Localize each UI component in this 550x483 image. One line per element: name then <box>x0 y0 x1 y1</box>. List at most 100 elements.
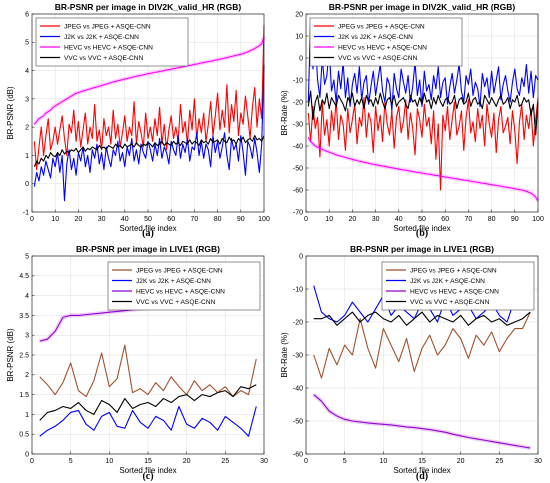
series-line-j2k-vs-j2k-asqe-cnn <box>33 64 265 202</box>
series-line-vvc-vs-vvc-asqe-cnn <box>39 384 257 421</box>
x-tick-label: 90 <box>237 216 245 223</box>
series-halo-hevc-vs-hevc-asqe-cnn <box>306 136 540 203</box>
legend-entry: VVC vs VVC + ASQE-CNN <box>64 55 144 62</box>
x-axis-label: Sorted file index <box>393 224 450 233</box>
y-tick-label: -10 <box>293 77 303 84</box>
legend-entry: J2K vs J2K + ASQE-CNN <box>64 34 139 41</box>
chart-panel-d: 0 5 10 15 20 25 30 -60 -50 -40 -30 -20 -10 0 BR-PSNR p… <box>280 244 542 482</box>
y-tick-label: -50 <box>293 165 303 172</box>
legend-entry: HEVC vs HEVC + ASQE-CNN <box>136 288 225 295</box>
x-tick-label: 30 <box>372 216 380 223</box>
x-tick-label: 60 <box>441 216 449 223</box>
y-tick-label: -40 <box>293 143 303 150</box>
panel-caption: (b) <box>416 228 428 239</box>
chart-panel-c: 0 5 10 15 20 25 30 0 0.5 1 1.5 2 2.5 3 3.5 4 4.5 5 BR-PSNR… <box>6 244 268 482</box>
y-tick-label: -10 <box>293 286 303 293</box>
y-tick-label: -1 <box>23 209 29 216</box>
x-tick-label: 60 <box>167 216 175 223</box>
legend-entry: J2K vs J2K + ASQE-CNN <box>338 34 413 41</box>
legend-entry: J2K vs J2K + ASQE-CNN <box>410 278 485 285</box>
x-tick-label: 20 <box>75 216 83 223</box>
series-line-vvc-vs-vvc-asqe-cnn <box>33 135 265 167</box>
y-tick-label: 20 <box>295 11 303 18</box>
chart-panel-b: 0 10 20 30 40 50 60 70 80 90 100-70-60-50-40-30-20… <box>280 2 544 239</box>
legend-box <box>381 261 535 311</box>
y-tick-label: 3 <box>25 333 29 340</box>
y-tick-label: 6 <box>25 11 29 18</box>
x-tick-label: 0 <box>304 458 308 465</box>
y-tick-label: 1.5 <box>19 392 29 399</box>
y-tick-label: 2 <box>25 372 29 379</box>
x-tick-label: 70 <box>465 216 473 223</box>
legend-entry: JPEG vs JPEG + ASQE-CNN <box>136 267 223 274</box>
x-tick-label: 30 <box>534 458 542 465</box>
series-line-hevc-vs-hevc-asqe-cnn <box>313 394 531 449</box>
legend-entry: J2K vs J2K + ASQE-CNN <box>136 278 211 285</box>
y-tick-label: 0 <box>299 253 303 260</box>
series-line-j2k-vs-j2k-asqe-cnn <box>39 405 257 437</box>
legend-box <box>35 17 189 67</box>
series-line-jpeg-vs-jpeg-asqe-cnn <box>313 311 531 379</box>
x-tick-label: 10 <box>51 216 59 223</box>
series-line-jpeg-vs-jpeg-asqe-cnn <box>307 97 539 191</box>
x-tick-label: 50 <box>418 216 426 223</box>
chart-title: BR-PSNR per image in DIV2K_valid_HR (RGB… <box>329 2 516 12</box>
chart-title: BR-PSNR per image in DIV2K_valid_HR (RGB… <box>55 2 242 12</box>
x-tick-label: 70 <box>191 216 199 223</box>
x-tick-label: 15 <box>144 458 152 465</box>
legend: JPEG vs JPEG + ASQE-CNN J2K vs J2K + ASQE… <box>107 261 261 311</box>
x-tick-label: 5 <box>69 458 73 465</box>
y-tick-label: -60 <box>293 187 303 194</box>
x-tick-label: 100 <box>258 216 270 223</box>
y-tick-label: -40 <box>293 385 303 392</box>
y-tick-label: 0 <box>299 55 303 62</box>
x-tick-label: 0 <box>30 216 34 223</box>
y-tick-label: 0.5 <box>19 432 29 439</box>
x-tick-label: 5 <box>343 458 347 465</box>
y-axis-label: BR-PSNR (dB) <box>6 86 15 140</box>
x-tick-label: 25 <box>495 458 503 465</box>
y-axis-label: BR-PSNR (dB) <box>6 328 15 382</box>
legend-entry: JPEG vs JPEG + ASQE-CNN <box>338 23 425 30</box>
y-tick-label: 0 <box>25 181 29 188</box>
x-tick-label: 80 <box>488 216 496 223</box>
panel-caption: (d) <box>416 471 428 482</box>
x-tick-label: 40 <box>121 216 129 223</box>
legend: JPEG vs JPEG + ASQE-CNN J2K vs J2K + ASQE… <box>35 17 189 67</box>
y-tick-label: -20 <box>293 319 303 326</box>
x-tick-label: 80 <box>214 216 222 223</box>
legend-box <box>309 17 463 67</box>
x-tick-label: 0 <box>30 458 34 465</box>
panel-caption: (a) <box>142 228 154 239</box>
x-axis-label: Sorted file index <box>119 224 176 233</box>
x-tick-label: 40 <box>395 216 403 223</box>
y-tick-label: 2.5 <box>19 352 29 359</box>
x-axis-label: Sorted file index <box>119 466 176 475</box>
x-axis-label: Sorted file index <box>393 466 450 475</box>
y-tick-label: 3.5 <box>19 313 29 320</box>
y-tick-label: 2 <box>25 125 29 132</box>
chart-title: BR-PSNR per image in LIVE1 (RGB) <box>350 244 494 254</box>
legend-entry: VVC vs VVC + ASQE-CNN <box>410 299 490 306</box>
x-tick-label: 20 <box>183 458 191 465</box>
y-tick-label: -30 <box>293 121 303 128</box>
y-tick-label: 0 <box>25 451 29 458</box>
legend: JPEG vs JPEG + ASQE-CNN J2K vs J2K + ASQE… <box>381 261 535 311</box>
series-line-hevc-vs-hevc-asqe-cnn <box>33 36 265 125</box>
y-tick-label: -20 <box>293 99 303 106</box>
y-tick-label: -70 <box>293 209 303 216</box>
y-tick-label: 4 <box>25 68 29 75</box>
y-tick-label: 4 <box>25 293 29 300</box>
x-tick-label: 20 <box>349 216 357 223</box>
y-axis-label: BR-Rate (%) <box>280 332 289 378</box>
legend-entry: HEVC vs HEVC + ASQE-CNN <box>64 44 153 51</box>
series-line-jpeg-vs-jpeg-asqe-cnn <box>33 25 265 171</box>
x-tick-label: 10 <box>105 458 113 465</box>
y-tick-label: -30 <box>293 352 303 359</box>
x-tick-label: 25 <box>221 458 229 465</box>
x-tick-label: 0 <box>304 216 308 223</box>
x-tick-label: 15 <box>418 458 426 465</box>
